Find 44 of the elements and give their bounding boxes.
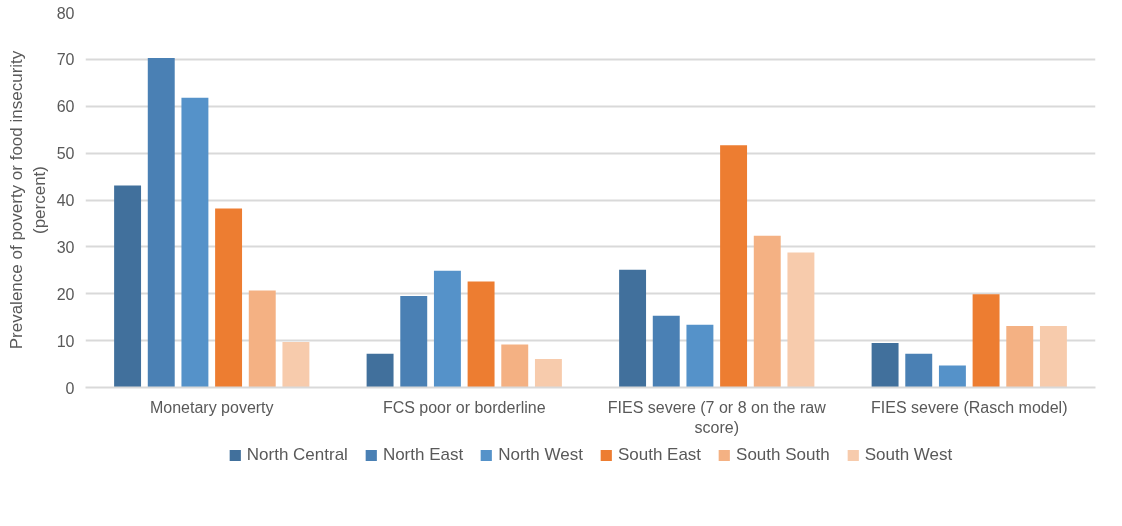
y-tick-label: 20 (56, 285, 75, 303)
x-tick-label: FCS poor or borderline (382, 398, 546, 416)
legend-label: North West (498, 445, 583, 465)
y-tick-label: 10 (56, 332, 75, 350)
bar (972, 294, 1000, 388)
bar (147, 57, 175, 388)
bar (400, 296, 428, 388)
x-tick-label: FIES severe (7 or 8 on the raw score) (607, 398, 827, 436)
y-tick-label: 0 (65, 379, 75, 397)
y-tick-label: 30 (56, 238, 75, 256)
bar (181, 97, 209, 388)
bar (1006, 326, 1034, 388)
y-tick-label: 40 (56, 192, 75, 209)
y-tick-label: 70 (56, 51, 75, 69)
x-tick-label: Monetary poverty (149, 398, 274, 416)
bar (905, 353, 933, 388)
y-tick-label: 60 (56, 98, 75, 116)
bar (534, 358, 562, 388)
bar (248, 290, 276, 388)
bar (686, 324, 714, 388)
legend-label: South East (617, 445, 702, 465)
bar (938, 365, 966, 388)
bar (501, 344, 529, 388)
bar (619, 269, 647, 388)
bar (871, 342, 899, 388)
bar (720, 145, 748, 388)
y-axis-title: Prevalence of poverty or food insecurity (percent) (6, 50, 49, 350)
legend-label: North East (382, 445, 464, 465)
bar (753, 235, 781, 388)
bar (467, 281, 495, 388)
bar (652, 315, 680, 388)
bar (1039, 326, 1067, 388)
bar (215, 208, 243, 388)
legend-label: North Central (246, 445, 348, 465)
legend-label: South South (736, 445, 830, 465)
bar (282, 342, 310, 388)
x-tick-label: FIES severe (Rasch model) (871, 398, 1068, 416)
y-tick-label: 80 (56, 4, 75, 22)
bar (114, 185, 142, 388)
bar (366, 353, 394, 388)
bar (787, 252, 815, 388)
bar (433, 270, 461, 388)
y-tick-label: 50 (56, 145, 75, 163)
legend-label: South West (864, 445, 953, 465)
